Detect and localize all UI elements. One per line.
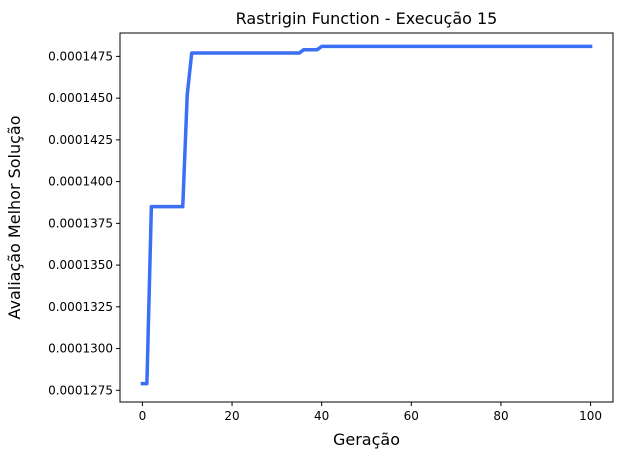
x-tick-label: 80 bbox=[493, 409, 508, 423]
y-tick-label: 0.0001400 bbox=[48, 175, 113, 189]
plot-frame bbox=[119, 32, 614, 403]
x-tick-label: 0 bbox=[139, 409, 147, 423]
y-tick-label: 0.0001375 bbox=[48, 216, 113, 230]
y-tick-label: 0.0001325 bbox=[48, 300, 113, 314]
y-tick-label: 0.0001350 bbox=[48, 258, 113, 272]
x-axis-ticks: 0 20 40 60 80 100 bbox=[139, 402, 602, 423]
y-tick-label: 0.0001450 bbox=[48, 91, 113, 105]
x-tick-label: 60 bbox=[404, 409, 419, 423]
series-line bbox=[140, 44, 593, 386]
x-tick-label: 100 bbox=[579, 409, 602, 423]
x-axis-title: Geração bbox=[333, 430, 400, 449]
x-tick-label: 40 bbox=[314, 409, 329, 423]
y-tick-label: 0.0001425 bbox=[48, 133, 113, 147]
y-tick-label: 0.0001475 bbox=[48, 49, 113, 63]
y-axis-ticks: 0.0001275 0.0001300 0.0001325 0.0001350 0.00… bbox=[48, 49, 120, 397]
chart-title: Rastrigin Function - Execução 15 bbox=[236, 9, 498, 28]
y-tick-label: 0.0001275 bbox=[48, 383, 113, 397]
x-tick-label: 20 bbox=[224, 409, 239, 423]
y-axis-title: Avaliação Melhor Solução bbox=[5, 115, 24, 319]
plot-area bbox=[120, 33, 613, 402]
series-layer bbox=[140, 44, 593, 386]
y-tick-label: 0.0001300 bbox=[48, 342, 113, 356]
